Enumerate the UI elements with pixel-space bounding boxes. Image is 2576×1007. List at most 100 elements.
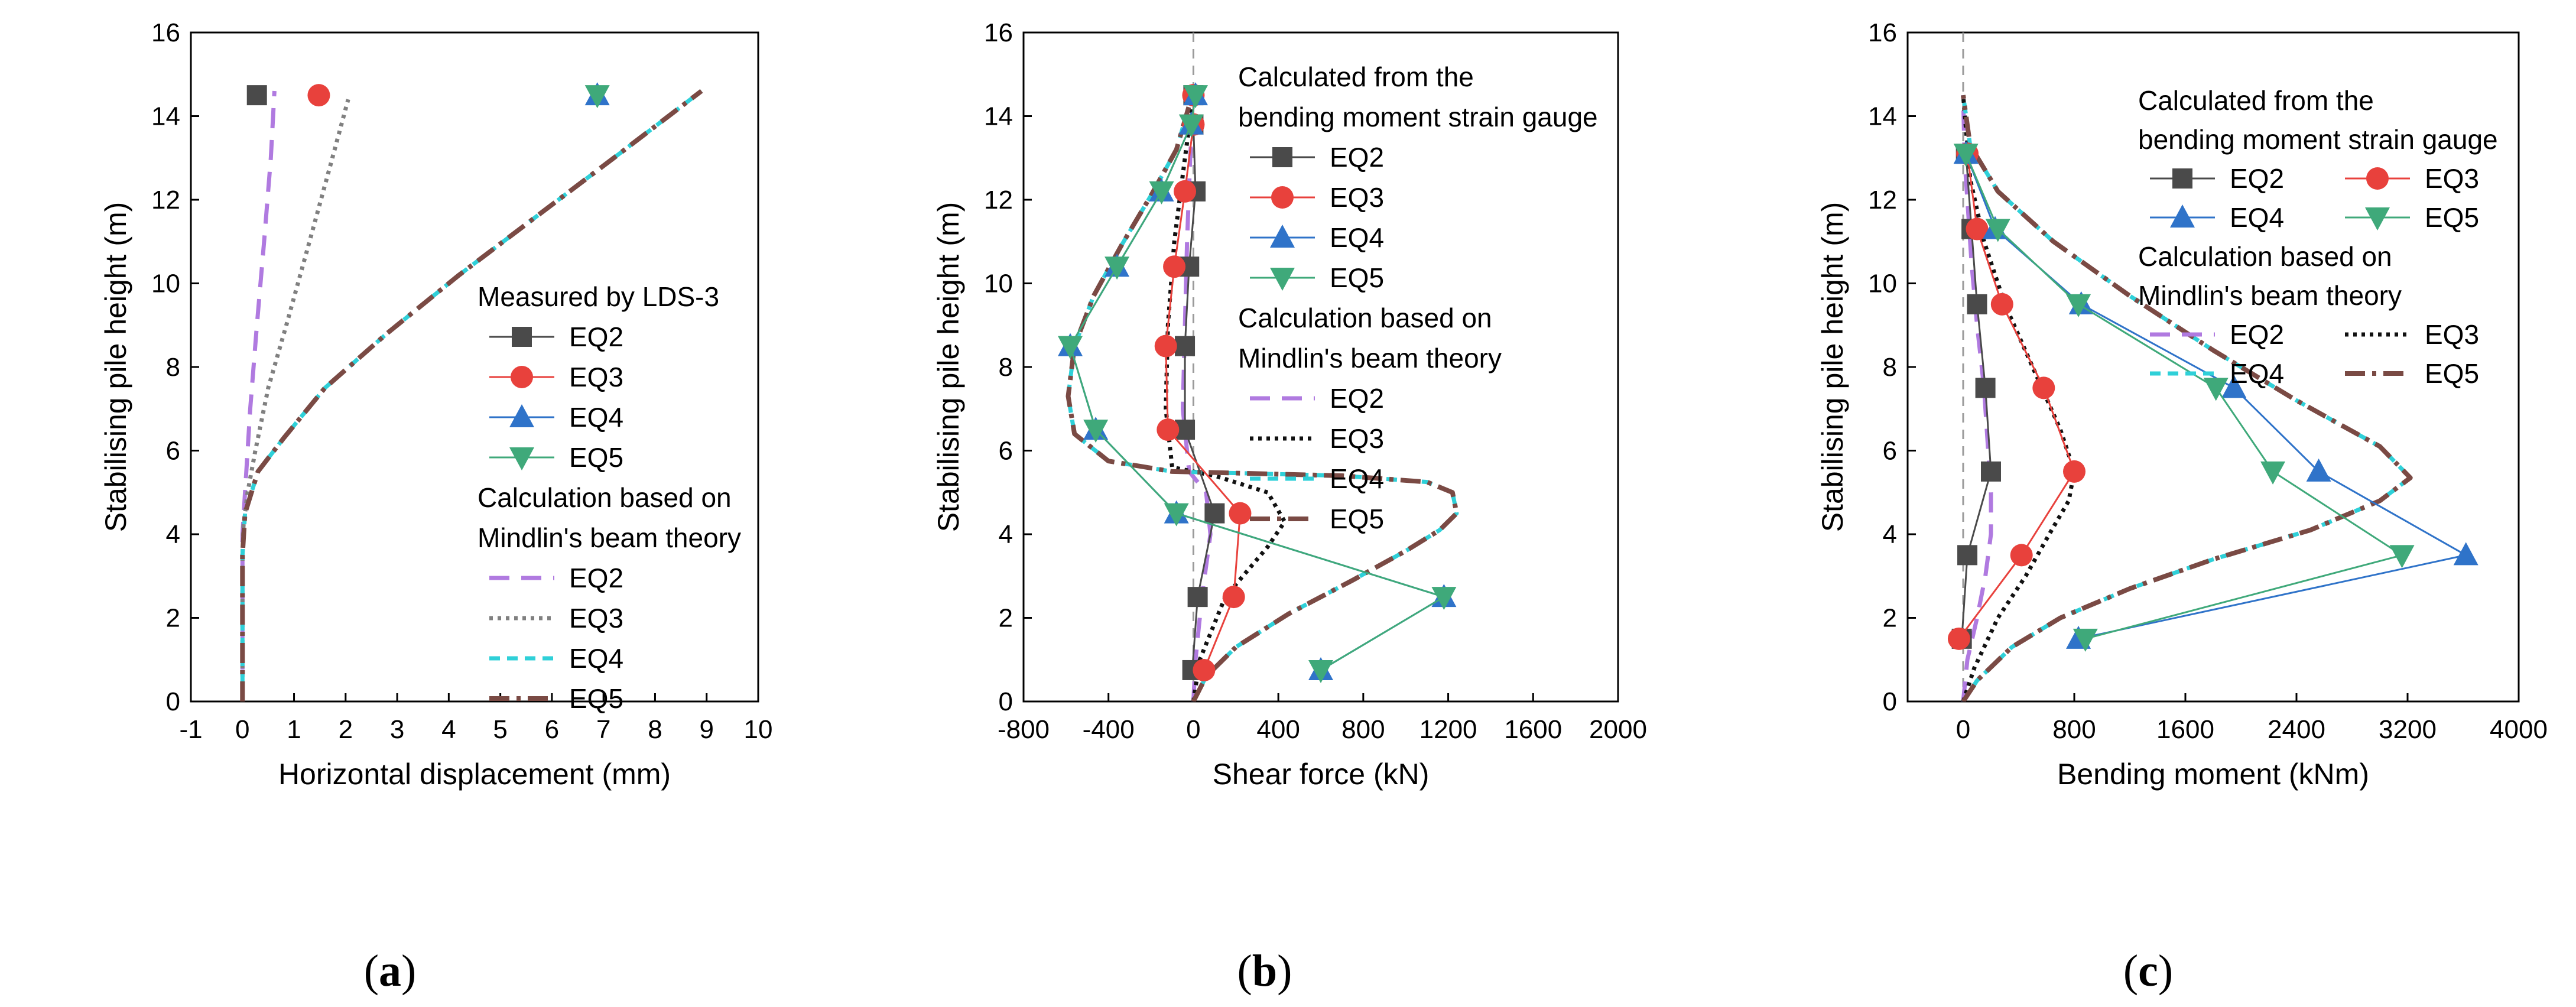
theory-line-eq3 [240,99,350,701]
legend-label: EQ4 [2230,358,2284,389]
legend-group-title: Mindlin's beam theory [1238,343,1502,373]
data-point-eq5 [1178,114,1204,138]
y-axis-label: Stabilising pile height (m) [99,202,132,532]
y-tick-label: 16 [984,18,1013,47]
data-point-eq3 [2063,460,2086,483]
data-point-eq3 [2010,544,2033,567]
plot-area [1947,95,2478,701]
data-point-eq2 [1967,294,1987,314]
y-tick-label: 14 [984,102,1013,131]
x-tick-label: -400 [1083,715,1135,744]
data-point-eq5 [2260,461,2286,485]
x-tick-label: 1200 [1419,715,1477,744]
data-point-eq3 [1154,334,1177,358]
data-point-eq4 [2306,458,2331,482]
x-tick-label: 4 [441,715,456,744]
legend-marker-eq4 [509,404,534,427]
y-tick-label: 6 [1883,437,1897,466]
legend-label: EQ2 [569,563,623,593]
legend-label: EQ5 [1330,504,1384,534]
data-point-eq5 [2389,545,2415,569]
legend-label: EQ2 [569,321,623,352]
x-tick-label: 9 [699,715,713,744]
legend: Calculated from the bending moment strain… [2138,85,2498,389]
x-tick-label: 7 [596,715,610,744]
legend-label: EQ4 [569,402,623,433]
y-tick-label: 4 [1883,520,1897,549]
x-tick-label: 2 [339,715,353,744]
x-axis-label: Shear force (kN) [1213,758,1430,791]
data-point-eq5 [1058,336,1083,359]
data-point-eq5 [1953,144,1979,167]
data-point-eq5 [1308,660,1333,683]
x-tick-label: 3 [390,715,404,744]
plot-area [1058,82,1459,701]
data-point-eq3 [1222,586,1245,609]
data-point-eq2 [1975,378,1996,398]
data-point-eq3 [1947,627,1970,650]
data-point-eq2 [1204,503,1225,524]
y-tick-label: 2 [1883,604,1897,633]
x-tick-label: 1600 [2156,715,2214,744]
legend-marker-eq4 [2170,204,2195,228]
y-tick-label: 10 [984,269,1013,298]
legend-label: EQ3 [2425,319,2479,350]
data-point-eq5 [2073,628,2098,652]
data-point-eq5 [1105,256,1130,280]
legend-group-title: Mindlin's beam theory [2138,280,2402,311]
data-point-eq3 [2032,376,2055,399]
y-tick-label: 12 [1868,186,1897,215]
legend-marker-eq5 [2365,207,2390,230]
caption-b: (b) [1237,946,1292,996]
theory-line-eq4 [240,89,703,701]
theory-line-eq5 [1961,95,2413,701]
y-tick-label: 2 [999,604,1013,633]
x-tick-label: 6 [545,715,559,744]
y-tick-label: 0 [999,687,1013,716]
x-tick-label: 4000 [2490,715,2548,744]
y-tick-label: 8 [1883,353,1897,382]
data-point-eq5 [1164,503,1189,527]
x-tick-label: 1600 [1504,715,1562,744]
measured-line-eq5 [1069,95,1447,671]
data-point-eq5 [2066,294,2091,317]
y-tick-label: 6 [166,437,180,466]
legend-label: EQ5 [569,442,623,473]
y-tick-label: 4 [166,520,180,549]
x-axis-label: Bending moment (kNm) [2057,758,2369,791]
legend-label: EQ4 [1330,463,1384,494]
x-tick-label: 10 [744,715,773,744]
legend-marker-eq4 [1270,225,1295,248]
chart-c: 0 800 1600 2400 3200 4000 0 2 4 6 8 10 12 14 16 Bending… [1816,18,2548,791]
y-tick-label: 12 [151,186,180,215]
legend-group-title: Measured by LDS-3 [477,281,719,312]
legend-label: EQ2 [2230,319,2284,350]
legend-label: EQ4 [2230,202,2284,233]
y-tick-label: 16 [151,18,180,47]
y-tick-label: 6 [999,437,1013,466]
legend-marker-eq2 [512,327,532,347]
x-tick-label: 2000 [1589,715,1647,744]
plot-area [240,82,703,701]
y-tick-label: 12 [984,186,1013,215]
legend-label: EQ5 [1330,262,1384,293]
legend-label: EQ5 [2425,202,2479,233]
x-axis-label: Horizontal displacement (mm) [278,758,671,791]
x-tick-label: 8 [648,715,662,744]
data-point-eq5 [1431,587,1457,610]
data-point-eq3 [1157,418,1180,441]
legend-label: EQ2 [1330,383,1384,414]
theory-line-eq5 [240,89,703,701]
data-point-eq3 [1966,217,1989,241]
y-tick-label: 14 [151,102,180,131]
measured-line-eq4 [1069,95,1447,671]
data-point-eq3 [307,84,330,107]
data-point-eq4 [2453,542,2478,566]
legend-marker-eq5 [1270,268,1295,291]
data-point-eq5 [1083,420,1109,443]
y-tick-label: 10 [151,269,180,298]
x-tick-label: 0 [1186,715,1200,744]
x-tick-label: 400 [1256,715,1300,744]
legend-marker-eq3 [1271,186,1294,209]
